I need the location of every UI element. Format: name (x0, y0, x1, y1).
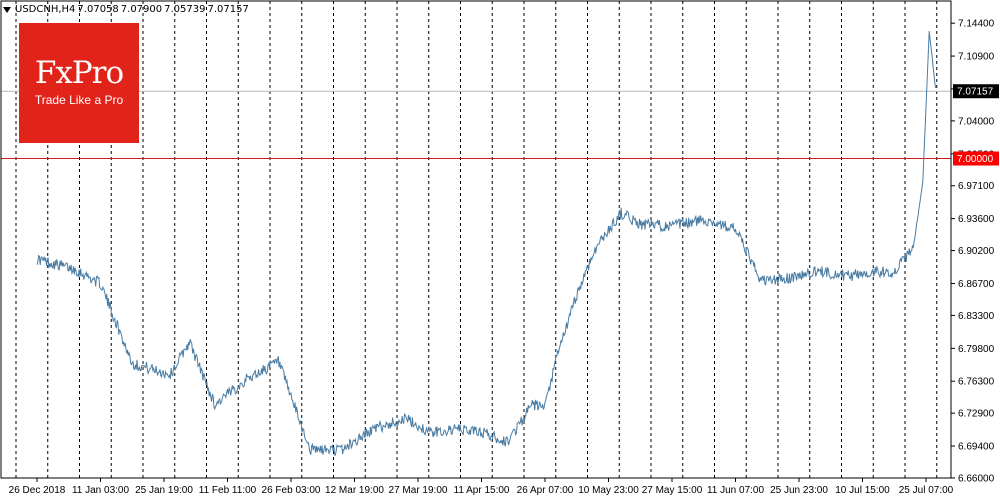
x-tick-label: 27 May 15:00 (642, 485, 703, 496)
current-price-box (953, 84, 999, 99)
price-series (36, 31, 936, 456)
logo-tagline: Trade Like a Pro (34, 93, 124, 107)
y-axis: 7.144007.109007.074007.040007.005006.971… (951, 19, 999, 485)
x-tick-label: 25 Jan 19:00 (135, 485, 193, 496)
x-tick-label: 11 Apr 15:00 (454, 485, 510, 496)
level-price-label: 7.00000 (957, 154, 994, 165)
symbol-header: USDCNH,H4 7.07058 7.07900 7.05739 7.0715… (3, 4, 249, 15)
x-axis: 26 Dec 2018 11 Jan 03:00 25 Jan 19:00 11 Fe… (9, 478, 954, 496)
x-tick-label: 11 Feb 11:00 (199, 485, 257, 496)
x-tick-label: 10 Jul 15:00 (835, 485, 890, 496)
y-tick-label: 6.97100 (958, 181, 995, 192)
fxpro-logo: FxPro Trade Like a Pro (19, 23, 139, 143)
x-tick-label: 27 Mar 19:00 (389, 485, 448, 496)
x-tick-label: 11 Jun 07:00 (707, 485, 765, 496)
x-tick-label: 25 Jun 23:00 (770, 485, 828, 496)
x-tick-label: 26 Apr 07:00 (517, 485, 574, 496)
ohlc-open: 7.07058 (77, 4, 119, 15)
y-tick-label: 6.76300 (958, 377, 995, 388)
x-tick-label: 26 Dec 2018 (9, 485, 66, 496)
y-tick-label: 7.04000 (958, 116, 995, 127)
x-tick-label: 25 Jul 07:00 (899, 485, 954, 496)
chart-frame (0, 0, 952, 479)
y-tick-label: 6.93600 (958, 214, 995, 225)
y-tick-label: 6.66000 (958, 474, 995, 485)
vertical-grid (15, 1, 938, 478)
symbol-label: USDCNH,H4 (15, 4, 76, 15)
ohlc-high: 7.07900 (120, 4, 163, 15)
logo-name: FxPro (34, 55, 124, 91)
y-tick-label: 6.79800 (958, 344, 995, 355)
y-tick-label: 6.83300 (958, 311, 995, 322)
level-price-box (953, 151, 999, 166)
x-tick-label: 10 May 23:00 (578, 485, 639, 496)
dropdown-triangle-icon[interactable] (3, 6, 11, 13)
y-tick-label: 6.86700 (958, 279, 995, 290)
price-line (36, 31, 936, 456)
y-tick-label: 7.10900 (958, 52, 995, 63)
x-tick-label: 11 Jan 03:00 (72, 485, 130, 496)
ohlc-low: 7.05739 (164, 4, 206, 15)
price-levels (1, 90, 951, 159)
current-price-label: 7.07157 (957, 87, 994, 98)
y-tick-label: 6.90200 (958, 246, 995, 257)
ohlc-close: 7.07157 (207, 4, 249, 15)
y-tick-label: 6.72900 (958, 409, 995, 420)
x-tick-label: 12 Mar 19:00 (325, 485, 384, 496)
y-tick-label: 6.69400 (958, 442, 995, 453)
x-tick-label: 26 Feb 03:00 (262, 485, 321, 496)
y-tick-label: 7.14400 (958, 19, 995, 30)
plot-border (0, 0, 952, 479)
